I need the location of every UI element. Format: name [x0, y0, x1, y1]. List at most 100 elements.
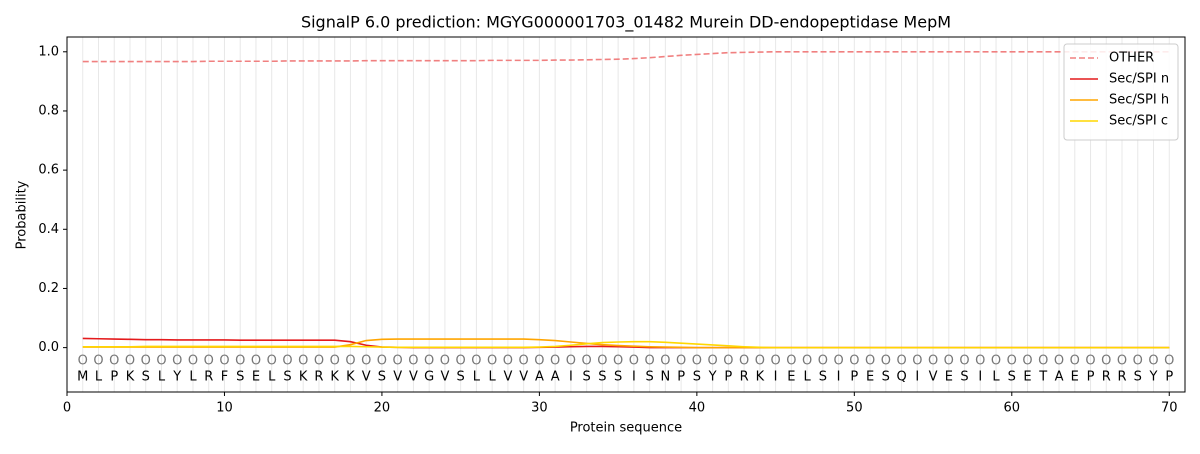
legend-label: OTHER [1109, 51, 1154, 66]
residue-label: S [236, 370, 244, 385]
residue-label: Y [172, 370, 181, 385]
prediction-label: O [944, 353, 954, 368]
legend-label: Sec/SPI n [1109, 72, 1169, 87]
residue-label: R [314, 370, 323, 385]
residue-label: V [362, 370, 371, 385]
residue-label: L [473, 370, 481, 385]
prediction-label: O [629, 353, 639, 368]
prediction-label: O [503, 353, 513, 368]
residue-label: S [1134, 370, 1142, 385]
series-line [82, 50, 1170, 63]
prediction-label: O [1101, 353, 1111, 368]
residue-label: L [95, 370, 103, 385]
y-tick-label: 1.0 [38, 44, 59, 59]
prediction-label: O [660, 353, 670, 368]
residue-label: P [724, 370, 732, 385]
legend-label: Sec/SPI h [1109, 93, 1169, 108]
prediction-label: O [786, 353, 796, 368]
residue-label: R [1102, 370, 1111, 385]
prediction-label: O [991, 353, 1001, 368]
prediction-label: O [1007, 353, 1017, 368]
prediction-label: O [975, 353, 985, 368]
y-tick-label: 0.2 [38, 281, 59, 296]
residue-label: K [299, 370, 308, 385]
residue-label: I [632, 370, 636, 385]
prediction-label: O [770, 353, 780, 368]
residue-label: I [837, 370, 841, 385]
prediction-label: O [172, 353, 182, 368]
prediction-label: O [78, 353, 88, 368]
prediction-label: O [330, 353, 340, 368]
residue-label: S [882, 370, 890, 385]
residue-label: V [393, 370, 402, 385]
residue-label: E [252, 370, 260, 385]
prediction-label: O [912, 353, 922, 368]
prediction-label: O [755, 353, 765, 368]
x-axis-label: Protein sequence [570, 421, 682, 436]
residue-label: F [221, 370, 228, 385]
residue-label: K [346, 370, 355, 385]
x-tick-label: 70 [1161, 401, 1178, 416]
residue-label: S [960, 370, 968, 385]
prediction-label: O [534, 353, 544, 368]
residue-label: K [330, 370, 339, 385]
prediction-label: O [1054, 353, 1064, 368]
prediction-label: O [93, 353, 103, 368]
prediction-label: O [188, 353, 198, 368]
residue-label: S [583, 370, 591, 385]
residue-label: P [1087, 370, 1095, 385]
prediction-label: O [928, 353, 938, 368]
prediction-label: O [566, 353, 576, 368]
prediction-label: O [1164, 353, 1174, 368]
residue-label: S [598, 370, 606, 385]
prediction-label: O [896, 353, 906, 368]
residue-label: K [126, 370, 135, 385]
prediction-label: O [597, 353, 607, 368]
prediction-label: O [881, 353, 891, 368]
prediction-label: O [1038, 353, 1048, 368]
prediction-label: O [1070, 353, 1080, 368]
residue-label: I [978, 370, 982, 385]
prediction-label: O [156, 353, 166, 368]
prediction-label: O [424, 353, 434, 368]
residue-label: L [803, 370, 811, 385]
residue-label: V [519, 370, 528, 385]
residue-label: N [660, 370, 670, 385]
prediction-label: O [818, 353, 828, 368]
residue-label: R [204, 370, 213, 385]
residue-label: R [740, 370, 749, 385]
prediction-label: O [865, 353, 875, 368]
legend-label: Sec/SPI c [1109, 114, 1168, 129]
residue-label: P [1165, 370, 1173, 385]
residue-label: S [693, 370, 701, 385]
prediction-label: O [219, 353, 229, 368]
residue-label: S [645, 370, 653, 385]
prediction-label: O [471, 353, 481, 368]
residue-label: L [189, 370, 197, 385]
residue-label: L [158, 370, 166, 385]
prediction-label: O [487, 353, 497, 368]
prediction-label: O [345, 353, 355, 368]
prediction-label: O [1148, 353, 1158, 368]
residue-label: V [503, 370, 512, 385]
plot-frame [66, 36, 1186, 393]
residue-label: S [614, 370, 622, 385]
x-tick-label: 10 [216, 401, 233, 416]
prediction-label: O [959, 353, 969, 368]
residue-label: T [1038, 370, 1047, 385]
prediction-label: O [440, 353, 450, 368]
residue-label: R [1117, 370, 1126, 385]
residue-label: E [945, 370, 953, 385]
residue-label: I [774, 370, 778, 385]
prediction-label: O [109, 353, 119, 368]
prediction-label: O [125, 353, 135, 368]
y-tick-label: 0.6 [38, 163, 59, 178]
residue-label: I [569, 370, 573, 385]
x-tick-label: 0 [63, 401, 71, 416]
residue-label: S [142, 370, 150, 385]
residue-label: S [378, 370, 386, 385]
residue-label: E [787, 370, 795, 385]
x-tick-label: 60 [1004, 401, 1021, 416]
prediction-label: O [692, 353, 702, 368]
